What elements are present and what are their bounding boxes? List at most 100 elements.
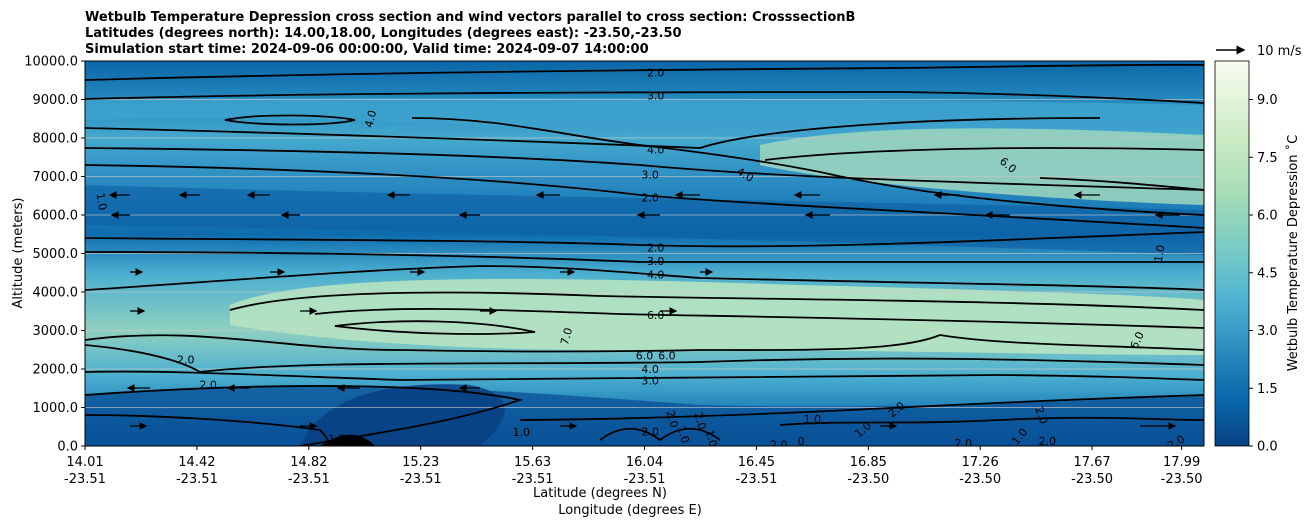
y-tick-label: 3000.0 bbox=[33, 324, 79, 339]
contour-label: 1.0 bbox=[703, 428, 720, 448]
contour-label: 2.0 bbox=[641, 192, 659, 205]
contour-label: 6.0 bbox=[636, 350, 654, 363]
x-tick-label-lon: -23.51 bbox=[512, 472, 554, 487]
contour-label: 2.0 bbox=[199, 378, 217, 391]
x-tick-label-lat: 16.04 bbox=[626, 455, 663, 470]
contour-line-7-max bbox=[334, 320, 536, 335]
contour-label: 1.0 bbox=[93, 192, 109, 211]
x-tick-label-lat: 15.63 bbox=[514, 455, 551, 470]
y-tick-label: 9000.0 bbox=[33, 93, 79, 108]
colorbar-tick-label: 1.5 bbox=[1257, 382, 1278, 397]
x-tick-label-lon: -23.51 bbox=[288, 472, 330, 487]
contour-label: 4.0 bbox=[647, 144, 665, 157]
plot-area: 2.03.04.04.04.0 6.03.02.01.02.03.04.01.06… bbox=[85, 61, 1204, 451]
x-tick-label-lat: 17.26 bbox=[962, 455, 999, 470]
contour-label: 2.0 bbox=[647, 242, 665, 255]
colorbar-ticks: 0.0 1.5 3.0 4.5 6.0 7.5 9.0 bbox=[1249, 93, 1278, 455]
contour-label: 2.0 bbox=[691, 411, 708, 431]
wind-vectors bbox=[108, 191, 1180, 430]
y-tick-label: 2000.0 bbox=[33, 363, 79, 378]
contour-label: 7.0 bbox=[558, 326, 575, 346]
chart-title-line-1: Wetbulb Temperature Depression cross sec… bbox=[85, 10, 855, 25]
x-tick-label-lon: -23.51 bbox=[64, 472, 106, 487]
x-tick-label-lon: -23.50 bbox=[1161, 472, 1203, 487]
colorbar-gradient bbox=[1214, 60, 1250, 447]
contour-line-6-mid bbox=[314, 308, 1204, 329]
x-tick-label-lon: -23.50 bbox=[959, 472, 1001, 487]
x-tick-label-lat: 16.45 bbox=[738, 455, 775, 470]
x-tick-label-lon: -23.51 bbox=[735, 472, 777, 487]
contour-fill-central-max bbox=[230, 279, 1204, 355]
contour-line-4 bbox=[411, 117, 1204, 216]
contour-label: 2.0 bbox=[641, 425, 659, 438]
contour-label: 1.0 bbox=[675, 424, 692, 444]
terrain-blob bbox=[320, 434, 375, 446]
contour-labels: 2.03.04.04.04.0 6.03.02.01.02.03.04.01.06… bbox=[93, 67, 1187, 451]
contour-label: 3.0 bbox=[641, 169, 659, 182]
chart-title-line-2: Latitudes (degrees north): 14.00,18.00, … bbox=[85, 26, 682, 41]
contour-label: 1.0 bbox=[804, 413, 822, 426]
contour-line-4-low bbox=[85, 344, 1204, 373]
y-tick-label: 6000.0 bbox=[33, 209, 79, 224]
colorbar-tick-label: 4.5 bbox=[1257, 266, 1278, 281]
colorbar: 0.0 1.5 3.0 4.5 6.0 7.5 9.0 Wetbulb Temperatur… bbox=[1214, 60, 1301, 455]
contour-label: 1.0 bbox=[1152, 244, 1168, 263]
contour-label: 2.0 bbox=[955, 437, 973, 450]
contour-line-2-upper bbox=[85, 164, 1204, 229]
contour-line-1-wiggle bbox=[599, 427, 721, 442]
contour-line-2-mid bbox=[85, 231, 1204, 248]
colorbar-tick-label: 0.0 bbox=[1257, 440, 1278, 455]
contour-label: 2.0 bbox=[663, 409, 680, 429]
y-tick-label: 8000.0 bbox=[33, 132, 79, 147]
colorbar-tick-label: 6.0 bbox=[1257, 209, 1278, 224]
y-axis: 0.0 1000.0 2000.0 3000.0 4000.0 5000.0 6000.0 7… bbox=[24, 55, 85, 455]
contour-label: 2.0 bbox=[770, 438, 788, 451]
contour-label: 1.0 bbox=[328, 432, 346, 445]
contour-label: 0 bbox=[798, 435, 805, 448]
contour-line-1-low-left bbox=[85, 414, 331, 446]
contour-line-6-right bbox=[764, 147, 1204, 161]
y-tick-label: 0.0 bbox=[57, 440, 78, 455]
contour-line-4-mid bbox=[85, 265, 1204, 291]
contour-line-6-low-right bbox=[939, 334, 1204, 351]
x-axis-label-longitude: Longitude (degrees E) bbox=[558, 503, 702, 518]
contour-label: 4.0 bbox=[362, 109, 379, 129]
contour-label: 6.0 bbox=[647, 309, 665, 322]
colorbar-tick-label: 3.0 bbox=[1257, 324, 1278, 339]
x-tick-label-lat: 17.99 bbox=[1163, 455, 1200, 470]
contour-label: 4.0 bbox=[647, 269, 665, 282]
x-tick-label-lat: 15.23 bbox=[402, 455, 439, 470]
contour-label: 3.0 bbox=[641, 375, 659, 388]
contour-line-2-low-right bbox=[519, 394, 1204, 421]
contour-label: 2.0 bbox=[647, 67, 665, 80]
x-tick-label-lat: 14.82 bbox=[290, 455, 327, 470]
contour-line-6-upper bbox=[85, 117, 1101, 149]
contour-label: 2.0 bbox=[1039, 435, 1057, 448]
x-tick-label-lon: -23.50 bbox=[1071, 472, 1113, 487]
contour-label: 3.0 bbox=[647, 90, 665, 103]
quiver-key-label: 10 m/s bbox=[1257, 44, 1302, 59]
contour-line-6-low bbox=[85, 334, 941, 353]
contour-line-5-mid bbox=[229, 291, 1204, 311]
contour-line-2-top bbox=[85, 63, 1204, 81]
x-tick-label-lon: -23.51 bbox=[624, 472, 666, 487]
y-tick-label: 4000.0 bbox=[33, 286, 79, 301]
x-tick-label-lat: 14.01 bbox=[66, 455, 103, 470]
x-axis: 14.01 -23.51 14.42 -23.51 14.82 -23.51 15.23 -2… bbox=[64, 446, 1203, 487]
contour-fill-mid-dry-band bbox=[85, 185, 1204, 255]
colorbar-label: Wetbulb Temperature Depression ˚C bbox=[1285, 135, 1301, 372]
y-tick-label: 5000.0 bbox=[33, 247, 79, 262]
contour-lines bbox=[85, 63, 1204, 446]
x-tick-label-lat: 14.42 bbox=[178, 455, 215, 470]
contour-line-3-upper bbox=[85, 147, 1204, 191]
contour-line-3-top bbox=[85, 91, 1204, 104]
x-tick-label-lon: -23.50 bbox=[847, 472, 889, 487]
colorbar-tick-label: 7.5 bbox=[1257, 151, 1278, 166]
contour-line-3-mid bbox=[85, 251, 1204, 263]
y-tick-label: 10000.0 bbox=[24, 55, 78, 70]
contour-line-7-right bbox=[1039, 177, 1204, 191]
contour-label: 1.0 bbox=[513, 426, 531, 439]
contour-label: 3.0 bbox=[647, 255, 665, 268]
contour-line-3-low bbox=[85, 370, 1204, 381]
